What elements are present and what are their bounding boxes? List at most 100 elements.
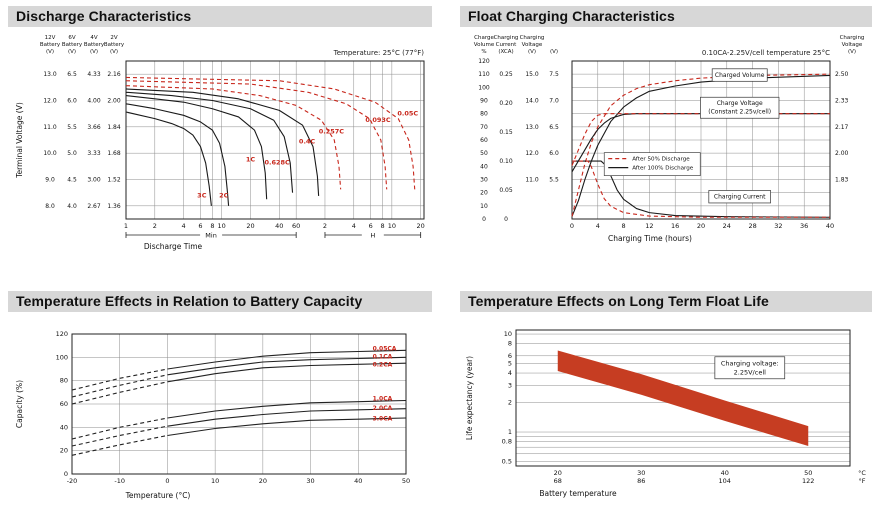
svg-text:1.68: 1.68	[107, 150, 121, 157]
svg-text:86: 86	[637, 477, 645, 485]
svg-text:0.05CA: 0.05CA	[373, 345, 397, 352]
panel-float-life: Temperature Effects on Long Term Float L…	[460, 290, 872, 518]
svg-text:60: 60	[480, 137, 488, 144]
svg-text:Voltage: Voltage	[522, 42, 543, 48]
svg-text:2.00: 2.00	[835, 150, 849, 157]
svg-text:120: 120	[478, 58, 490, 65]
panel-float-charging: Float Charging Characteristics 0 4 8 12 16 20…	[460, 6, 872, 279]
svg-text:1.0CA: 1.0CA	[373, 395, 393, 402]
svg-text:1: 1	[508, 428, 512, 436]
svg-text:0.2CA: 0.2CA	[373, 361, 393, 368]
svg-text:0.628C: 0.628C	[265, 159, 291, 167]
svg-text:30: 30	[637, 469, 645, 477]
svg-text:(V): (V)	[46, 49, 54, 55]
svg-text:Terminal Voltage (V): Terminal Voltage (V)	[15, 102, 24, 179]
svg-text:0: 0	[482, 216, 486, 223]
svg-text:Battery: Battery	[84, 42, 105, 48]
svg-text:0.10CA-2.25V/cell temperature: 0.10CA-2.25V/cell temperature 25°C	[702, 49, 830, 57]
svg-text:122: 122	[802, 477, 814, 485]
svg-text:7.0: 7.0	[549, 97, 559, 104]
svg-text:4V: 4V	[90, 35, 97, 41]
svg-text:%: %	[481, 49, 486, 55]
svg-text:2.0CA: 2.0CA	[373, 404, 393, 411]
panel-title-temp-capacity: Temperature Effects in Relation to Batte…	[8, 290, 432, 312]
svg-text:40: 40	[826, 222, 834, 230]
discharge-characteristics-chart: 1 2 4 6 8 10 20 40 60 2 4 6 8 10 2012VBattery(V)13.012…	[8, 31, 432, 275]
svg-text:8: 8	[381, 222, 385, 230]
svg-text:Capacity (%): Capacity (%)	[15, 379, 24, 427]
svg-text:0.093C: 0.093C	[365, 116, 391, 124]
panel-title-discharge: Discharge Characteristics	[8, 6, 432, 27]
svg-text:2.16: 2.16	[107, 71, 121, 78]
svg-text:-20: -20	[67, 477, 78, 485]
svg-text:24: 24	[723, 222, 731, 230]
svg-text:-10: -10	[114, 477, 125, 485]
svg-text:0: 0	[570, 222, 574, 230]
svg-text:Temperature: 25°C (77°F): Temperature: 25°C (77°F)	[333, 49, 425, 57]
svg-text:12V: 12V	[45, 35, 56, 41]
svg-text:°F: °F	[859, 477, 866, 485]
svg-text:8: 8	[508, 339, 512, 347]
svg-text:Battery: Battery	[62, 42, 83, 48]
svg-text:0.15: 0.15	[499, 129, 513, 136]
svg-text:Life expectancy (year): Life expectancy (year)	[465, 355, 474, 439]
svg-text:4.0: 4.0	[67, 203, 77, 210]
svg-text:4.00: 4.00	[87, 97, 101, 104]
svg-text:20: 20	[554, 469, 562, 477]
svg-text:(XCA): (XCA)	[498, 49, 513, 55]
svg-text:Temperature (°C): Temperature (°C)	[125, 491, 191, 500]
svg-text:5.5: 5.5	[549, 177, 559, 184]
svg-text:(Constant 2.25v/cell): (Constant 2.25v/cell)	[708, 109, 771, 116]
svg-text:3.0CA: 3.0CA	[373, 415, 393, 422]
svg-text:1.36: 1.36	[107, 203, 121, 210]
svg-text:6.0: 6.0	[549, 150, 559, 157]
svg-text:32: 32	[774, 222, 782, 230]
svg-text:Charge Voltage: Charge Voltage	[717, 100, 763, 107]
svg-text:28: 28	[748, 222, 756, 230]
svg-text:40: 40	[354, 477, 362, 485]
svg-text:5.0: 5.0	[67, 150, 77, 157]
svg-text:0.25: 0.25	[499, 71, 513, 78]
svg-text:12.0: 12.0	[43, 97, 57, 104]
svg-text:2: 2	[508, 398, 512, 406]
svg-text:30: 30	[480, 177, 488, 184]
svg-text:H: H	[370, 232, 375, 240]
svg-text:2.33: 2.33	[835, 97, 849, 104]
svg-text:110: 110	[478, 71, 490, 78]
svg-text:2.25V/cell: 2.25V/cell	[734, 368, 766, 376]
svg-text:Battery: Battery	[40, 42, 61, 48]
svg-text:0.20: 0.20	[499, 100, 513, 107]
svg-text:20: 20	[417, 222, 425, 230]
svg-text:100: 100	[478, 84, 490, 91]
svg-text:0: 0	[504, 216, 508, 223]
svg-text:After 50% Discharge: After 50% Discharge	[632, 157, 690, 163]
svg-text:2: 2	[153, 222, 157, 230]
svg-text:5.5: 5.5	[67, 124, 77, 131]
svg-text:8: 8	[622, 222, 626, 230]
svg-text:10.0: 10.0	[43, 150, 57, 157]
svg-text:Voltage: Voltage	[842, 42, 863, 48]
svg-text:36: 36	[800, 222, 808, 230]
svg-text:70: 70	[480, 124, 488, 131]
svg-text:(V): (V)	[68, 49, 76, 55]
svg-text:Charging: Charging	[494, 35, 519, 41]
svg-text:0.8: 0.8	[502, 437, 512, 445]
panel-title-float-life: Temperature Effects on Long Term Float L…	[460, 290, 872, 312]
svg-text:6: 6	[369, 222, 373, 230]
svg-text:2.50: 2.50	[835, 71, 849, 78]
svg-text:Volume: Volume	[474, 42, 495, 48]
svg-text:4.5: 4.5	[67, 177, 77, 184]
svg-text:15.0: 15.0	[525, 71, 539, 78]
svg-text:6: 6	[198, 222, 202, 230]
svg-text:0.10: 0.10	[499, 158, 513, 165]
svg-text:0: 0	[64, 470, 68, 478]
svg-text:0.5: 0.5	[502, 457, 512, 465]
svg-text:1.52: 1.52	[107, 177, 121, 184]
float-life-chart: 206830864010450122°C°F1086543210.80.5Cha…	[460, 315, 872, 514]
svg-text:40: 40	[480, 163, 488, 170]
svg-text:60: 60	[60, 400, 68, 408]
svg-text:80: 80	[60, 376, 68, 384]
svg-text:12: 12	[645, 222, 653, 230]
svg-text:2V: 2V	[110, 35, 117, 41]
